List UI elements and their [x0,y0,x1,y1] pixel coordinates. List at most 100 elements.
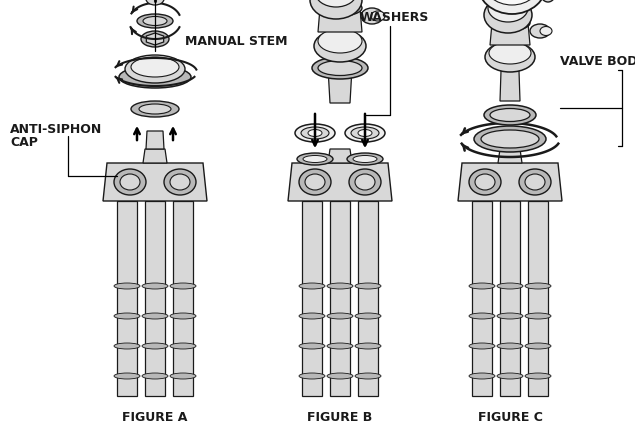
Polygon shape [328,149,352,163]
Polygon shape [117,201,137,396]
Ellipse shape [327,313,353,319]
Ellipse shape [477,0,547,14]
Polygon shape [498,149,522,163]
Ellipse shape [170,313,196,319]
Text: FIGURE C: FIGURE C [478,411,542,424]
Ellipse shape [475,174,495,190]
Polygon shape [500,71,520,101]
Ellipse shape [490,108,530,121]
Ellipse shape [301,127,329,139]
Ellipse shape [353,156,377,162]
Polygon shape [358,201,378,396]
Ellipse shape [170,283,196,289]
Ellipse shape [315,0,357,7]
Polygon shape [288,163,392,201]
Polygon shape [458,163,562,201]
Ellipse shape [120,174,140,190]
Ellipse shape [114,169,146,195]
Ellipse shape [469,283,495,289]
Ellipse shape [484,105,536,125]
Ellipse shape [312,57,368,79]
Ellipse shape [139,104,171,114]
Ellipse shape [539,0,557,2]
Ellipse shape [355,313,381,319]
Ellipse shape [318,61,362,75]
Ellipse shape [119,66,191,88]
Ellipse shape [525,283,551,289]
Ellipse shape [327,373,353,379]
Ellipse shape [314,30,366,62]
Ellipse shape [469,169,501,195]
Ellipse shape [485,42,535,72]
Ellipse shape [114,343,140,349]
Ellipse shape [137,14,173,28]
Ellipse shape [142,313,168,319]
Ellipse shape [355,174,375,190]
Ellipse shape [497,343,523,349]
Ellipse shape [170,174,190,190]
Ellipse shape [525,174,545,190]
Text: WASHERS: WASHERS [360,11,429,24]
Polygon shape [146,33,164,45]
Ellipse shape [142,373,168,379]
Ellipse shape [114,313,140,319]
Ellipse shape [114,283,140,289]
Polygon shape [528,201,548,396]
Text: VALVE BODY: VALVE BODY [560,55,635,68]
Polygon shape [490,23,530,45]
Ellipse shape [299,169,331,195]
Ellipse shape [310,0,362,19]
Ellipse shape [327,343,353,349]
Ellipse shape [497,283,523,289]
Ellipse shape [327,283,353,289]
Ellipse shape [114,373,140,379]
Ellipse shape [488,0,528,22]
Polygon shape [146,131,164,149]
Polygon shape [302,201,322,396]
Polygon shape [318,8,362,32]
Ellipse shape [469,373,495,379]
Ellipse shape [371,11,385,21]
Ellipse shape [305,174,325,190]
Text: FIGURE B: FIGURE B [307,411,373,424]
Ellipse shape [131,57,179,77]
Ellipse shape [141,31,169,47]
Ellipse shape [361,8,383,24]
Ellipse shape [351,127,379,139]
Ellipse shape [143,17,167,25]
Text: ANTI-SIPHON: ANTI-SIPHON [10,123,102,136]
Ellipse shape [318,29,362,53]
Ellipse shape [355,343,381,349]
Ellipse shape [358,129,372,136]
Ellipse shape [299,343,325,349]
Ellipse shape [142,283,168,289]
Ellipse shape [469,313,495,319]
Ellipse shape [297,153,333,165]
Text: CAP: CAP [10,136,38,149]
Ellipse shape [295,124,335,142]
Polygon shape [143,149,167,163]
Ellipse shape [525,343,551,349]
Polygon shape [328,68,352,103]
Ellipse shape [299,283,325,289]
Ellipse shape [489,42,531,64]
Ellipse shape [303,156,327,162]
Ellipse shape [170,343,196,349]
Ellipse shape [299,373,325,379]
Ellipse shape [318,0,362,16]
Polygon shape [500,201,520,396]
Ellipse shape [474,126,546,152]
Polygon shape [145,201,165,396]
Ellipse shape [347,153,383,165]
Ellipse shape [349,169,381,195]
Ellipse shape [142,343,168,349]
Ellipse shape [125,55,185,83]
Polygon shape [472,201,492,396]
Polygon shape [330,201,350,396]
Ellipse shape [497,313,523,319]
Ellipse shape [530,24,550,38]
Ellipse shape [482,0,542,5]
Ellipse shape [299,313,325,319]
Ellipse shape [484,0,532,33]
Polygon shape [173,201,193,396]
